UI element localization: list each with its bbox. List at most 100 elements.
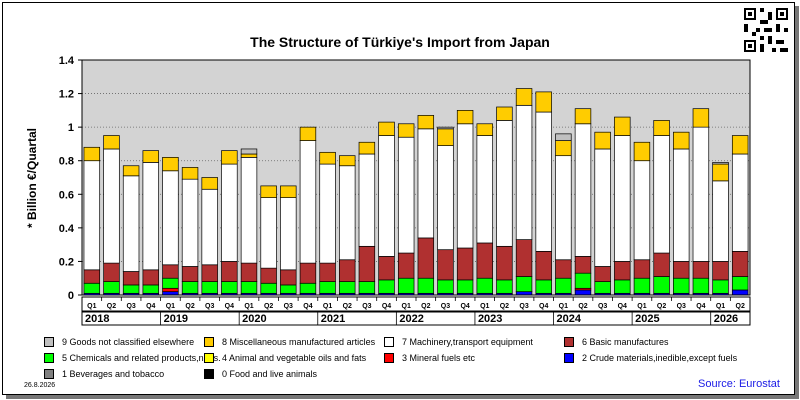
bar-segment (653, 276, 670, 294)
bar-segment (594, 266, 611, 282)
quarter-label: Q2 (657, 303, 666, 310)
bar-segment (319, 151, 336, 165)
y-tick-label: 0.2 (59, 256, 74, 268)
bar-segment (535, 251, 552, 281)
quarter-label: Q1 (244, 303, 253, 310)
bar-segment (437, 126, 454, 130)
quarter-label: Q1 (166, 303, 175, 310)
qr-code-icon (744, 8, 788, 52)
bar-segment (574, 289, 592, 296)
bar-segment (712, 162, 729, 165)
bar-segment (535, 111, 552, 252)
bar-segment (260, 185, 277, 198)
bar-segment (221, 261, 238, 282)
bar-segment (280, 269, 297, 286)
year-label: 2022 (399, 313, 423, 325)
bar-segment (437, 128, 454, 146)
legend-swatch (44, 353, 54, 363)
bar-segment (142, 150, 159, 163)
bar-segment (417, 128, 435, 239)
bar-segment (673, 277, 690, 294)
bar-segment (594, 131, 611, 150)
quarter-label: Q1 (559, 303, 568, 310)
chart-title: The Structure of Türkiye's Import from J… (250, 34, 550, 50)
bar-segment (162, 291, 179, 296)
bar-segment (712, 279, 729, 294)
bar-segment (181, 178, 199, 267)
legend-label: 7 Machinery,transport equipment (402, 337, 533, 347)
year-label: 2024 (557, 313, 582, 325)
quarter-label: Q4 (696, 303, 705, 310)
bar-segment (260, 197, 277, 269)
y-tick-label: 1.2 (59, 89, 74, 101)
quarter-label: Q1 (87, 303, 96, 310)
legend-swatch (564, 353, 574, 363)
year-axis-row (81, 311, 751, 326)
bar-segment (496, 245, 513, 281)
bar-segment (201, 264, 218, 282)
bar-segment (142, 162, 159, 271)
bar-segment (122, 284, 140, 294)
quarter-label: Q2 (107, 303, 116, 310)
source-label: Source: Eurostat (698, 378, 780, 390)
quarter-label: Q3 (441, 303, 450, 310)
bar-segment (653, 135, 670, 254)
y-tick-label: 1.4 (59, 55, 75, 67)
legend-label: 6 Basic manufactures (582, 337, 669, 347)
bar-segment (535, 91, 552, 113)
bar-segment (299, 262, 317, 284)
bar-segment (456, 247, 474, 281)
bar-segment (515, 276, 533, 292)
y-axis-label: * Billion €/Quartal (25, 128, 39, 228)
bar-segment (378, 121, 395, 136)
bar-segment (103, 135, 120, 150)
bar-segment (181, 266, 199, 282)
legend-swatch (204, 369, 214, 379)
legend-label: 1 Beverages and tobacco (62, 369, 165, 379)
bar-segment (496, 120, 513, 247)
legend-swatch (384, 353, 394, 363)
bar-segment (339, 281, 356, 294)
bar-segment (731, 289, 749, 296)
bar-segment (653, 120, 670, 136)
quarter-label: Q1 (716, 303, 725, 310)
quarter-label: Q2 (500, 303, 509, 310)
bar-segment (162, 264, 179, 279)
y-tick-label: 0.8 (59, 156, 74, 168)
year-label: 2026 (714, 313, 738, 325)
quarter-label: Q1 (323, 303, 332, 310)
bar-segment (673, 261, 690, 279)
bar-segment (358, 245, 376, 282)
bar-segment (476, 123, 493, 136)
bar-segment (731, 153, 749, 252)
bar-segment (240, 153, 258, 158)
bar-segment (142, 284, 159, 294)
bar-segment (515, 239, 533, 277)
quarter-label: Q3 (677, 303, 686, 310)
bar-segment (397, 252, 415, 279)
bar-segment (476, 242, 493, 279)
bar-segment (692, 126, 710, 262)
bar-segment (142, 269, 159, 286)
y-tick-label: 0.4 (59, 223, 75, 235)
legend-swatch (204, 337, 214, 347)
legend-swatch (44, 369, 54, 379)
bar-segment (122, 271, 140, 286)
bar-segment (515, 88, 533, 106)
year-label: 2023 (478, 313, 502, 325)
bar-segment (614, 261, 631, 281)
bar-segment (240, 157, 258, 264)
bar-segment (260, 267, 277, 284)
bar-segment (712, 163, 729, 182)
legend-label: 4 Animal and vegetable oils and fats (222, 353, 367, 363)
year-label: 2018 (85, 313, 109, 325)
bar-segment (260, 282, 277, 294)
bar-segment (358, 281, 376, 294)
bar-segment (397, 136, 415, 254)
bar-segment (633, 277, 651, 294)
bar-segment (162, 277, 179, 289)
bar-segment (594, 148, 611, 267)
bar-segment (456, 123, 474, 249)
bar-segment (319, 281, 336, 294)
